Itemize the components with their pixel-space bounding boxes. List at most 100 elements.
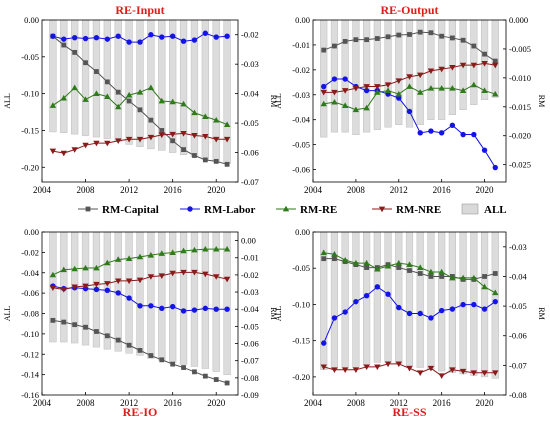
point-rm-capital-2015 — [159, 128, 165, 133]
left-axis-label: ALL — [274, 306, 283, 322]
point-rm-nre-2015 — [427, 68, 435, 75]
panel-title: RE-IO — [123, 405, 158, 419]
point-rm-labor-2020 — [213, 306, 219, 312]
point-rm-labor-2009 — [93, 34, 100, 41]
point-rm-labor-2007 — [342, 76, 348, 82]
point-rm-labor-2019 — [202, 30, 209, 36]
x-tick-label: 2004 — [304, 398, 323, 408]
x-tick-label: 2004 — [33, 185, 52, 195]
point-rm-capital-2005 — [321, 47, 327, 53]
left-tick-label: -0.06 — [292, 165, 310, 175]
point-rm-nre-2016 — [169, 270, 176, 277]
right-tick-label: -0.010 — [509, 73, 531, 83]
point-rm-re-2011 — [115, 103, 122, 110]
right-tick-label: -0.03 — [241, 287, 259, 297]
point-rm-re-2012 — [395, 90, 402, 97]
point-rm-nre-2020 — [481, 370, 488, 376]
point-rm-nre-2018 — [191, 269, 198, 276]
left-tick-label: -0.08 — [21, 309, 39, 319]
point-rm-re-2014 — [417, 89, 424, 95]
point-rm-nre-2012 — [395, 361, 402, 368]
point-rm-re-2007 — [341, 102, 349, 109]
left-tick-label: -0.15 — [21, 125, 39, 135]
point-rm-re-2012 — [395, 259, 402, 266]
point-rm-labor-2017 — [180, 38, 187, 44]
point-rm-re-2005 — [49, 271, 57, 278]
point-rm-nre-2021 — [223, 276, 231, 283]
point-rm-capital-2020 — [482, 51, 487, 57]
point-rm-re-2015 — [427, 85, 435, 91]
point-rm-nre-2018 — [459, 368, 467, 375]
point-rm-re-2020 — [481, 87, 488, 93]
point-rm-re-2011 — [384, 262, 392, 269]
point-rm-re-2010 — [104, 93, 111, 99]
point-rm-labor-2021 — [224, 33, 230, 39]
point-rm-re-2007 — [71, 84, 78, 91]
left-tick-label: -0.20 — [21, 162, 39, 172]
point-rm-capital-2011 — [115, 337, 121, 343]
point-rm-nre-2019 — [202, 133, 209, 140]
point-rm-labor-2011 — [115, 290, 121, 296]
point-rm-nre-2011 — [115, 138, 122, 144]
right-tick-label: -0.08 — [509, 390, 527, 400]
point-rm-nre-2019 — [470, 62, 478, 69]
point-rm-capital-2010 — [104, 79, 110, 85]
point-rm-capital-2006 — [61, 42, 67, 48]
point-rm-nre-2015 — [158, 132, 165, 139]
point-rm-labor-2006 — [331, 76, 338, 82]
point-rm-re-2009 — [363, 259, 370, 266]
point-rm-capital-2015 — [159, 357, 165, 363]
point-rm-labor-2011 — [115, 33, 121, 39]
point-rm-nre-2014 — [147, 134, 155, 141]
point-rm-nre-2016 — [438, 66, 445, 73]
point-rm-nre-2009 — [93, 281, 100, 288]
point-rm-nre-2019 — [202, 271, 209, 278]
point-rm-labor-2019 — [471, 301, 477, 308]
right-tick-label: -0.07 — [241, 356, 259, 366]
x-tick-label: 2012 — [390, 185, 408, 195]
bar-all-2021 — [491, 231, 499, 379]
plot-frame — [312, 231, 507, 396]
point-rm-re-2014 — [147, 84, 155, 91]
point-rm-re-2018 — [191, 109, 198, 116]
point-rm-labor-2006 — [331, 315, 338, 321]
point-rm-capital-2005 — [50, 317, 56, 323]
point-rm-capital-2006 — [332, 43, 337, 49]
plot-frame — [41, 19, 239, 183]
bar-all-2020 — [212, 231, 220, 372]
right-tick-label: -0.025 — [509, 160, 531, 170]
point-rm-labor-2010 — [104, 36, 111, 42]
point-rm-labor-2016 — [169, 33, 176, 39]
point-rm-labor-2012 — [126, 295, 132, 301]
left-tick-label: -0.12 — [21, 349, 39, 359]
bar-all-2009 — [363, 231, 371, 366]
point-rm-capital-2018 — [460, 37, 466, 43]
point-rm-re-2019 — [470, 274, 478, 281]
panel-re-io: 2004 2008 2012 2016 2020 0.00 -0.02 -0.04 -0.06 -… — [3, 227, 278, 419]
point-rm-capital-2015 — [428, 30, 434, 36]
point-rm-nre-2005 — [320, 364, 327, 371]
bar-all-2009 — [363, 19, 371, 133]
point-rm-nre-2013 — [136, 277, 144, 284]
point-rm-labor-2018 — [460, 301, 466, 308]
point-rm-capital-2021 — [224, 161, 230, 167]
point-rm-re-2012 — [125, 91, 133, 98]
point-rm-nre-2005 — [320, 89, 327, 96]
point-rm-labor-2009 — [363, 87, 370, 94]
point-rm-re-2013 — [136, 88, 144, 95]
bar-all-2014 — [416, 231, 424, 368]
x-tick-label: 2020 — [207, 185, 226, 195]
point-rm-nre-2016 — [169, 131, 176, 138]
point-rm-nre-2020 — [213, 136, 220, 143]
point-rm-capital-2019 — [202, 157, 208, 163]
legend-label-all: ALL — [484, 204, 507, 216]
point-rm-nre-2010 — [104, 281, 111, 287]
point-rm-labor-2014 — [417, 310, 423, 317]
point-rm-capital-2019 — [471, 43, 477, 49]
left-tick-label: -0.04 — [292, 115, 310, 125]
point-rm-labor-2013 — [406, 310, 413, 317]
point-rm-capital-2016 — [170, 138, 176, 144]
point-rm-re-2005 — [320, 100, 327, 107]
panel-title: RE-Output — [380, 3, 438, 17]
point-rm-nre-2006 — [331, 89, 338, 96]
